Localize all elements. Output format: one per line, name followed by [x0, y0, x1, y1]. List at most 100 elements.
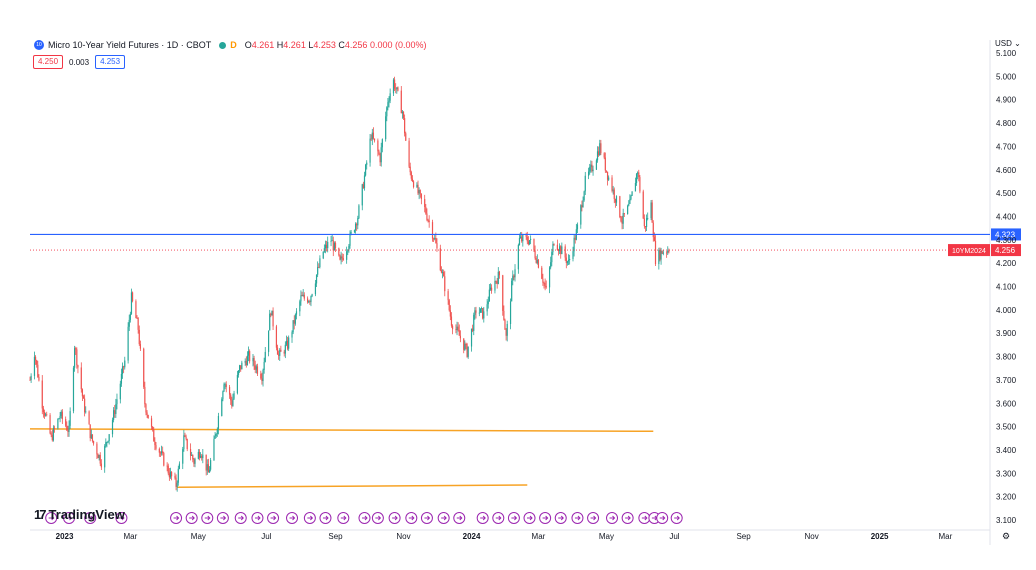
event-marker-icon[interactable]	[420, 512, 433, 524]
x-tick-label: Mar	[939, 532, 953, 541]
candle	[659, 247, 661, 262]
candle	[611, 175, 613, 193]
currency-selector[interactable]: USD ⌄	[995, 39, 1021, 48]
event-marker-icon[interactable]	[45, 512, 58, 524]
candle-body	[217, 416, 220, 429]
event-marker-icon[interactable]	[606, 512, 619, 524]
candle	[497, 267, 499, 285]
event-marker-icon[interactable]	[554, 512, 567, 524]
candle-body	[608, 177, 610, 180]
candle-body	[67, 430, 69, 432]
candle	[77, 364, 79, 374]
event-marker-icon[interactable]	[523, 512, 536, 524]
candle	[604, 152, 606, 173]
event-marker-icon[interactable]	[539, 512, 552, 524]
event-marker-icon[interactable]	[476, 512, 489, 524]
candle-body	[269, 313, 271, 331]
event-marker-icon[interactable]	[656, 512, 669, 524]
candle	[155, 441, 157, 451]
event-marker-icon[interactable]	[638, 512, 651, 524]
event-marker-icon[interactable]	[251, 512, 264, 524]
candle	[162, 446, 164, 456]
candle	[332, 236, 334, 257]
event-marker-icon[interactable]	[507, 512, 520, 524]
event-marker-icon[interactable]	[319, 512, 332, 524]
candle	[527, 236, 529, 246]
event-marker-icon[interactable]	[670, 512, 683, 524]
event-marker-icon[interactable]	[358, 512, 371, 524]
candle-body	[183, 435, 185, 450]
sell-button[interactable]: 4.250	[33, 55, 64, 69]
candle-body	[620, 217, 622, 222]
candle-body	[260, 373, 262, 379]
candle-body	[82, 396, 85, 399]
candle-body	[378, 151, 380, 155]
candle	[505, 328, 507, 341]
event-marker-icon[interactable]	[621, 512, 634, 524]
event-marker-icon[interactable]	[201, 512, 214, 524]
candle-body	[517, 244, 519, 270]
event-marker-icon[interactable]	[492, 512, 505, 524]
candle	[302, 289, 304, 297]
event-marker-icon[interactable]	[286, 512, 299, 524]
candle	[333, 241, 335, 251]
candle-body	[392, 79, 395, 94]
event-marker-icon[interactable]	[453, 512, 466, 524]
symbol-badge[interactable]: 10	[34, 40, 44, 50]
buy-button[interactable]: 4.253	[95, 55, 126, 69]
settings-gear-icon[interactable]: ⚙	[1002, 531, 1011, 541]
event-marker-icon[interactable]	[267, 512, 280, 524]
candle	[567, 254, 570, 265]
candle-body	[645, 218, 648, 228]
event-arrow	[340, 515, 347, 521]
candle-body	[45, 414, 47, 416]
event-marker-icon[interactable]	[115, 512, 128, 524]
candle	[41, 375, 43, 415]
event-marker-icon[interactable]	[185, 512, 198, 524]
candle-body	[498, 271, 501, 276]
candle	[619, 195, 621, 219]
symbol-title[interactable]: Micro 10-Year Yield Futures · 1D · CBOT	[48, 40, 212, 50]
candle-body	[349, 233, 351, 246]
candle-body	[193, 459, 195, 464]
candle-body	[130, 292, 133, 314]
event-marker-icon[interactable]	[234, 512, 247, 524]
candle	[439, 244, 441, 272]
candle	[552, 241, 554, 256]
candle-body	[208, 469, 211, 473]
candle	[380, 142, 382, 167]
tradingview-logo[interactable]: 17 TradingView	[34, 507, 125, 522]
event-marker-icon[interactable]	[84, 512, 97, 524]
candle	[537, 259, 540, 269]
event-arrow	[495, 515, 502, 521]
y-tick-label: 4.800	[996, 119, 1017, 128]
event-marker-icon[interactable]	[388, 512, 401, 524]
event-arrow	[118, 515, 125, 521]
candle-body	[59, 415, 61, 419]
candle	[483, 306, 485, 323]
event-arrow	[173, 515, 180, 521]
event-marker-icon[interactable]	[371, 512, 384, 524]
candle	[106, 441, 108, 448]
event-marker-icon[interactable]	[437, 512, 450, 524]
event-marker-icon[interactable]	[337, 512, 350, 524]
candle-body	[146, 412, 148, 415]
event-marker-icon[interactable]	[571, 512, 584, 524]
candle-body	[99, 454, 101, 464]
event-marker-icon[interactable]	[587, 512, 600, 524]
candle-body	[573, 237, 575, 252]
event-marker-icon[interactable]	[63, 512, 76, 524]
candle-body	[519, 236, 522, 238]
event-marker-icon[interactable]	[170, 512, 183, 524]
candle-body	[186, 438, 188, 450]
candle-body	[129, 313, 131, 320]
event-marker-icon[interactable]	[405, 512, 418, 524]
event-marker-icon[interactable]	[303, 512, 316, 524]
candle	[73, 345, 76, 372]
candle	[600, 139, 602, 156]
candle	[598, 146, 600, 157]
event-marker-icon[interactable]	[216, 512, 229, 524]
candle	[622, 208, 624, 230]
candle-body	[58, 418, 60, 420]
